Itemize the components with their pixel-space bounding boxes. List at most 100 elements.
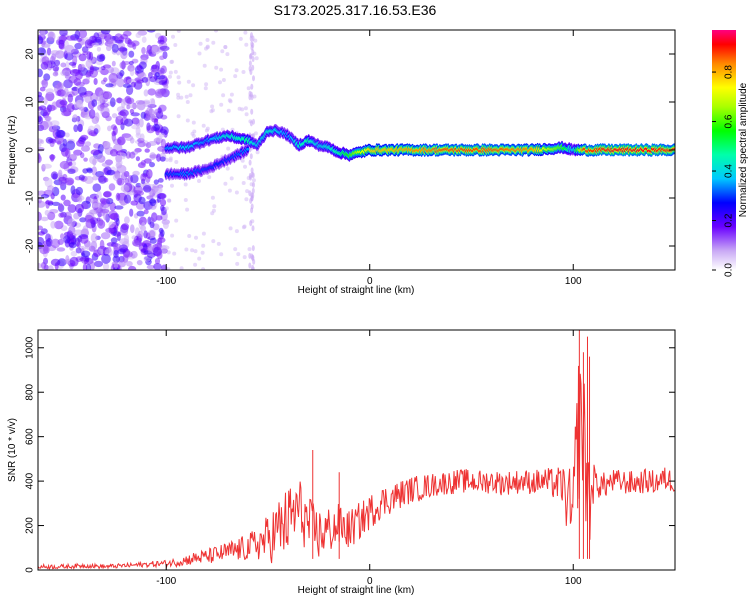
spectrogram-haze-blob [243,30,248,35]
spectrogram-noise-blob [78,53,87,62]
spectrogram-noise-blob [158,80,168,86]
spectrogram-streak-blob [250,108,254,115]
spectrogram-noise-blob [132,170,140,176]
spectrogram-noise-blob [108,72,119,83]
spectrogram-noise-blob [46,47,52,56]
spectrogram-noise-blob [103,77,108,82]
spectrogram-haze-blob [226,108,231,113]
spectrogram-noise-blob [114,39,124,44]
spectrogram-noise-blob [38,36,44,45]
spectrogram-noise-blob [113,261,119,269]
spectrogram-haze-blob [205,45,210,50]
spectrogram-noise-blob [100,68,109,76]
spectrogram-haze-blob [223,181,228,186]
spectrogram-noise-blob [84,214,94,223]
spectrogram-noise-blob [45,238,53,247]
spectrogram-marks [38,30,675,270]
spectrogram-noise-blob [135,132,142,139]
spectrogram-noise-blob [58,179,66,187]
spectrogram-haze-blob [233,74,238,79]
spectrogram-noise-blob [147,141,157,146]
spectrogram-noise-blob [41,56,50,65]
spectrogram-noise-blob [79,234,89,244]
spectrogram-haze-blob [211,40,216,45]
spectrogram-haze-blob [197,256,202,261]
spectrogram-noise-blob [132,43,137,50]
spectrogram-noise-blob [141,222,146,231]
spectrogram-x-tick-label: -100 [156,276,176,287]
spectrogram-noise-blob [159,198,167,207]
spectrogram-noise-blob [156,153,161,162]
spectrogram-noise-blob [103,141,111,149]
spectrogram-haze-blob [228,226,233,231]
spectrogram-noise-blob [75,71,83,80]
spectrogram-haze-blob [177,80,182,85]
spectrogram-streak-blob [251,245,255,252]
spectrogram-haze-blob [227,98,232,103]
spectrogram-noise-blob [58,202,64,211]
spectrogram-noise-blob [94,36,102,43]
spectrogram-streak-blob [250,253,254,260]
spectrogram-noise-blob [82,263,88,270]
spectrogram-y-tick-label: 0 [25,147,36,153]
spectrogram-noise-blob [77,197,83,203]
spectrogram-noise-blob [135,156,140,162]
spectrogram-noise-blob [108,183,116,191]
spectrogram-noise-blob [81,46,89,53]
spectrogram-noise-blob [95,95,102,101]
spectrogram-streak-blob [248,60,252,67]
spectrogram-noise-blob [75,81,85,87]
snr-x-tick-label: -100 [156,576,176,587]
spectrogram-noise-blob [105,115,112,122]
spectrogram-noise-blob [43,97,48,106]
spectrogram-noise-blob [40,30,46,38]
spectrogram-noise-blob [88,130,97,137]
spectrogram-noise-blob [131,239,140,247]
spectrogram-haze-blob [247,247,252,252]
spectrogram-noise-blob [131,124,141,130]
spectrogram-noise-blob [157,185,163,194]
spectrogram-noise-blob [40,194,50,199]
spectrogram-y-ticks: -20 -10 0 10 20 [25,48,675,253]
spectrogram-noise-blob [52,71,59,77]
spectrogram-noise-blob [149,237,157,244]
snr-y-tick-label: 400 [25,472,36,489]
colorbar-tick-label: 0.8 [724,65,735,79]
spectrogram-streak-blob [248,172,252,179]
spectrogram-noise-blob [90,233,98,243]
spectrogram-noise-blob [38,142,42,148]
spectrogram-haze-blob [198,41,203,46]
spectrogram-noise-blob [89,198,99,204]
spectrogram-haze-blob [243,106,248,111]
spectrogram-noise-blob [110,213,118,221]
spectrogram-noise-blob [38,236,45,246]
spectrogram-noise-blob [63,199,71,207]
spectrogram-noise-blob [99,197,106,204]
spectrogram-noise-blob [82,168,89,174]
spectrogram-haze-blob [223,45,228,50]
spectrogram-haze-blob [169,60,174,64]
spectrogram-streak-blob [248,159,252,166]
spectrogram-noise-blob [97,104,105,111]
spectrogram-noise-blob [146,195,154,200]
spectrogram-x-ticks: -100 0 100 [156,30,582,287]
spectrogram-noise-blob [107,66,115,74]
spectrogram-noise-blob [155,136,163,143]
spectrogram-noise-blob [103,92,111,99]
spectrogram-noise-blob [139,61,147,70]
colorbar-tick-label: 0.4 [724,164,735,178]
spectrogram-streak-blob [251,187,255,194]
spectrogram-noise-blob [65,148,71,159]
spectrogram-noise-blob [50,238,61,249]
spectrogram-streak-blob [251,35,255,42]
spectrogram-noise-blob [84,176,94,184]
spectrogram-noise-blob [159,55,165,61]
spectrogram-noise-blob [105,83,114,88]
spectrogram-noise-blob [81,250,91,258]
spectrogram-noise-blob [45,88,54,94]
spectrogram-noise-blob [147,245,153,254]
snr-y-tick-label: 200 [25,517,36,534]
spectrogram-streak-blob [252,181,255,188]
spectrogram-noise-blob [96,54,105,62]
